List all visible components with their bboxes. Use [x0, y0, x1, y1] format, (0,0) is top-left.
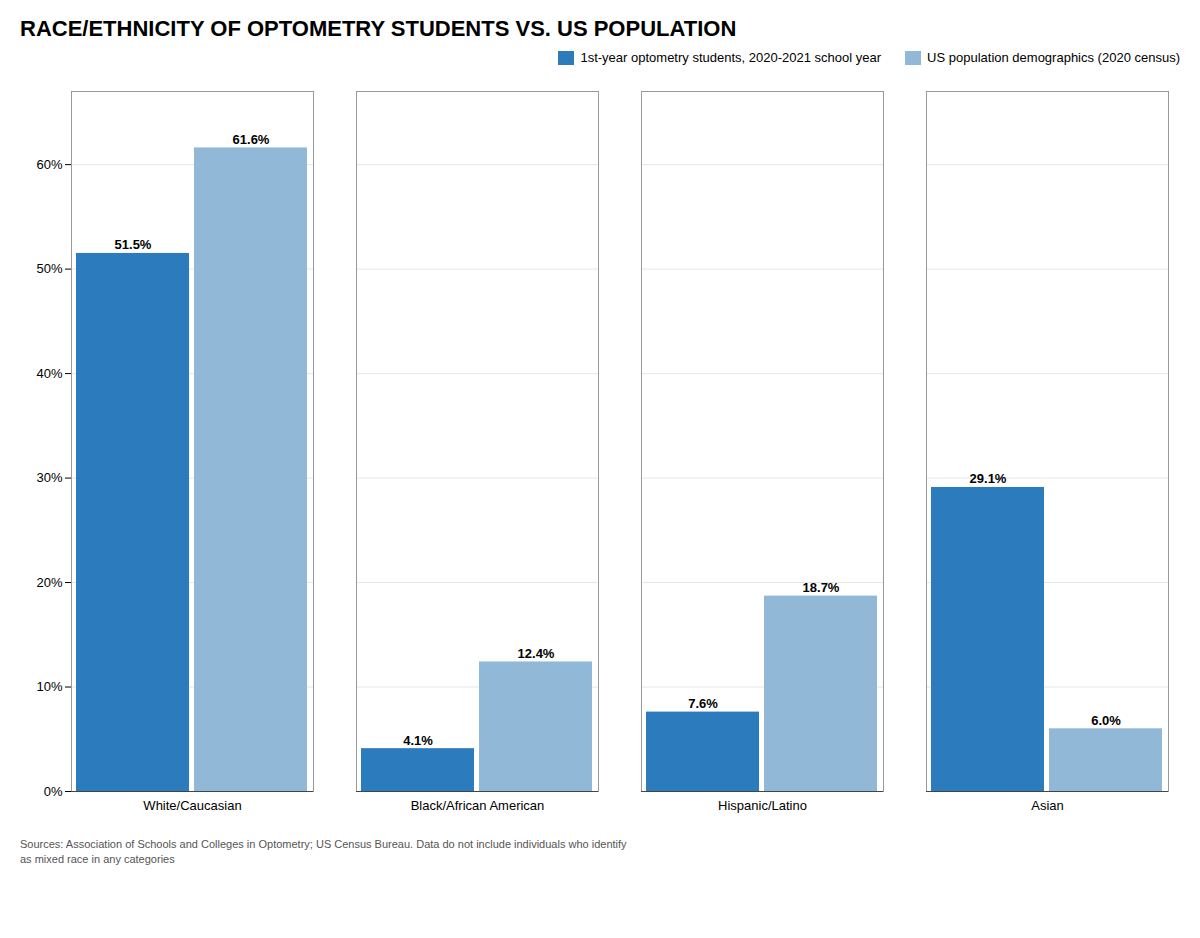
svg-text:60%: 60%	[36, 157, 62, 172]
svg-text:Asian: Asian	[1031, 798, 1064, 813]
html-text:Sources: Association of School: Sources: Association of Schools and Coll…	[20, 838, 627, 865]
svg-text:61.6%: 61.6%	[233, 132, 270, 147]
svg-text:10%: 10%	[36, 679, 62, 694]
html-text:1st-year optometry students, 2: 1st-year optometry students, 2020-2021 s…	[580, 50, 882, 65]
svg-text:51.5%: 51.5%	[115, 237, 152, 252]
svg-text:40%: 40%	[36, 366, 62, 381]
svg-text:Black/African American: Black/African American	[411, 798, 545, 813]
svg-text:White/Caucasian: White/Caucasian	[143, 798, 241, 813]
html-text:US population demographics (20: US population demographics (2020 census)	[927, 50, 1180, 65]
svg-text:29.1%: 29.1%	[970, 471, 1007, 486]
svg-text:20%: 20%	[36, 575, 62, 590]
svg-text:4.1%: 4.1%	[403, 733, 433, 748]
svg-text:7.6%: 7.6%	[688, 696, 718, 711]
svg-text:50%: 50%	[36, 261, 62, 276]
svg-text:18.7%: 18.7%	[803, 580, 840, 595]
svg-text:30%: 30%	[36, 470, 62, 485]
svg-text:0%: 0%	[44, 784, 63, 799]
svg-text:Hispanic/Latino: Hispanic/Latino	[718, 798, 807, 813]
svg-text:6.0%: 6.0%	[1091, 713, 1121, 728]
html-text:RACE/ETHNICITY OF OPTOMETRY ST: RACE/ETHNICITY OF OPTOMETRY STUDENTS VS.…	[20, 16, 737, 41]
svg-text:12.4%: 12.4%	[518, 646, 555, 661]
